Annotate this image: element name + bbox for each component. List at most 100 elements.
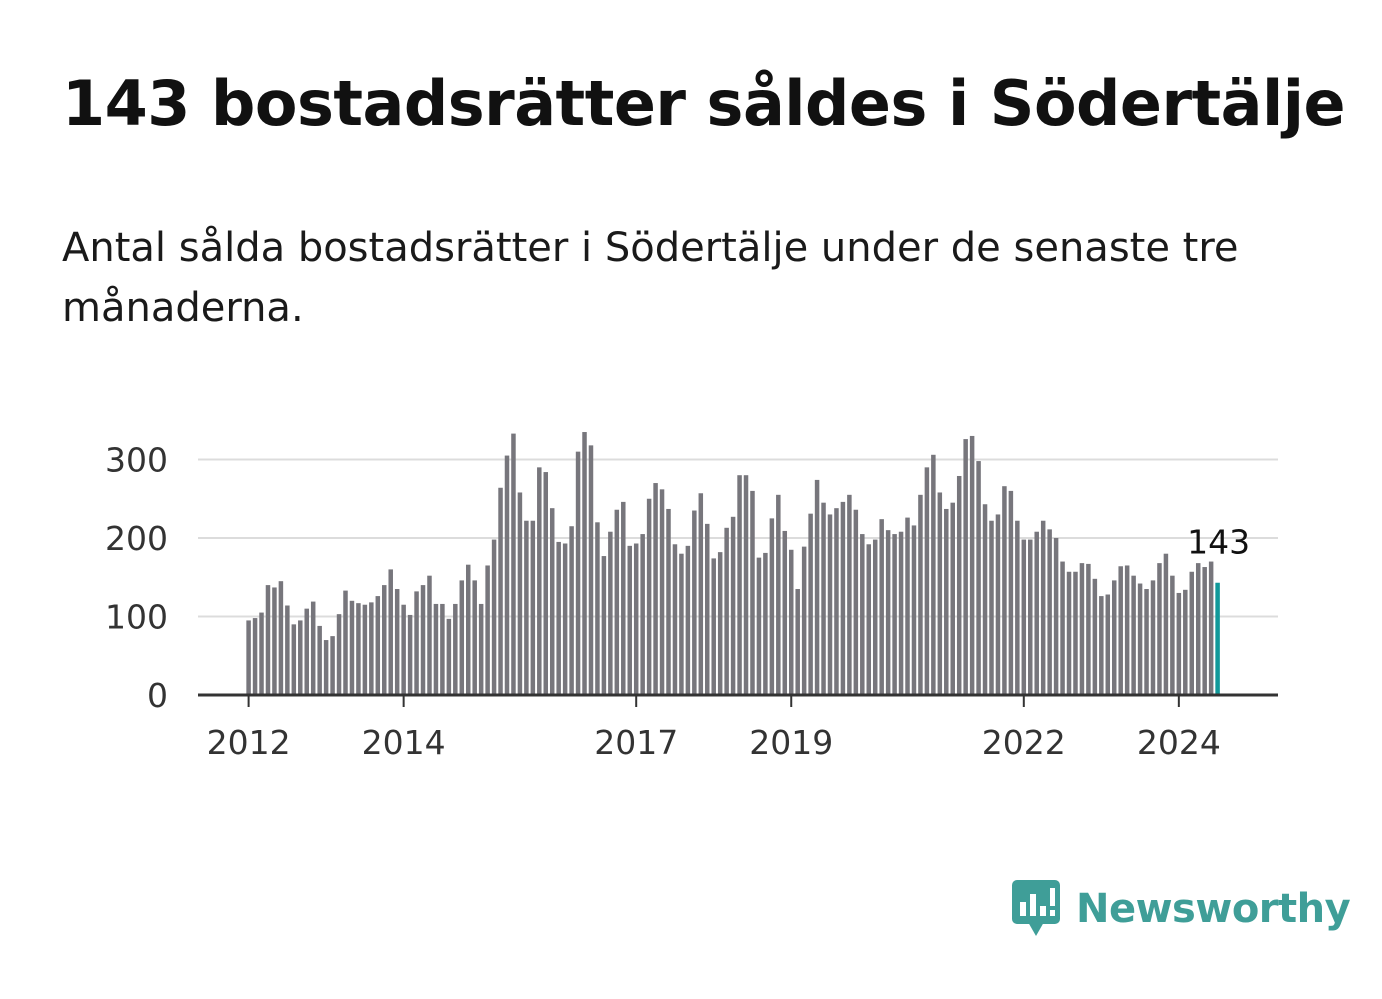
bar — [795, 589, 800, 695]
bar — [614, 509, 620, 695]
bar — [866, 544, 872, 695]
bar — [956, 475, 962, 695]
bar — [543, 472, 549, 695]
bar — [433, 603, 439, 695]
bar — [814, 479, 820, 695]
bar — [304, 608, 309, 695]
bar — [1170, 575, 1175, 695]
bar — [310, 601, 316, 695]
bar — [737, 475, 742, 695]
bar — [1202, 567, 1207, 695]
bar — [782, 530, 788, 695]
bar — [621, 501, 626, 695]
bar — [1002, 486, 1007, 695]
bar — [989, 520, 994, 695]
bar — [808, 513, 813, 695]
bar — [511, 433, 516, 695]
newsworthy-logo-icon — [1012, 880, 1060, 936]
y-tick-label: 300 — [105, 441, 168, 480]
bar — [478, 603, 484, 695]
bar — [801, 546, 807, 695]
x-axis-labels: 2012 2014 2017 2019 2022 2024 — [207, 723, 1221, 762]
bar — [252, 618, 258, 695]
x-axis — [198, 693, 1278, 707]
bar — [491, 539, 497, 695]
bar — [530, 520, 536, 695]
bar — [278, 581, 284, 695]
bar — [924, 467, 930, 695]
bar — [898, 531, 904, 695]
bar — [1092, 578, 1098, 695]
x-tick-label: 2022 — [982, 723, 1066, 762]
bar — [569, 526, 574, 695]
bar — [763, 552, 768, 695]
y-tick-label: 100 — [105, 598, 168, 637]
bar — [1124, 565, 1130, 695]
brand-name: Newsworthy — [1076, 886, 1351, 932]
bar — [485, 565, 490, 695]
bar — [1053, 538, 1059, 695]
bar — [982, 504, 988, 695]
bar — [847, 494, 852, 695]
bar — [698, 493, 704, 695]
bar — [472, 580, 477, 695]
y-tick-label: 200 — [105, 519, 168, 558]
bar — [724, 527, 729, 695]
chart-title: 143 bostadsrätter såldes i Södertälje — [62, 67, 1346, 140]
bar — [1060, 561, 1065, 695]
bar — [1066, 571, 1072, 695]
bar — [918, 494, 923, 695]
bar — [414, 591, 419, 695]
bar — [608, 531, 613, 695]
bar — [1105, 594, 1111, 695]
bar — [1150, 580, 1156, 695]
bar — [375, 596, 381, 695]
bar — [672, 544, 678, 695]
bar — [446, 618, 452, 695]
bar — [885, 530, 891, 695]
bar — [1073, 571, 1078, 695]
bar — [582, 432, 587, 695]
bar — [1183, 589, 1188, 695]
bar — [692, 510, 697, 695]
y-axis-labels: 0 100 200 300 — [105, 441, 168, 716]
bar — [1008, 490, 1014, 695]
bar — [776, 494, 781, 695]
bar — [285, 605, 290, 695]
bar — [879, 519, 884, 695]
bar — [246, 620, 251, 695]
bar — [323, 640, 329, 695]
bar — [711, 558, 716, 695]
bar — [298, 620, 303, 695]
bar — [1028, 539, 1033, 695]
bar — [1040, 520, 1046, 695]
bar — [646, 498, 652, 695]
bar — [905, 517, 910, 695]
bar — [465, 564, 471, 695]
bar — [950, 502, 955, 695]
bar — [407, 614, 413, 695]
bar — [259, 612, 264, 695]
bar — [827, 514, 833, 695]
highlight-value-label: 143 — [1187, 523, 1250, 562]
bar — [317, 625, 322, 695]
bar — [653, 483, 658, 695]
x-tick-label: 2012 — [207, 723, 291, 762]
bar — [427, 575, 432, 695]
bar — [575, 451, 581, 695]
x-tick-label: 2014 — [362, 723, 446, 762]
bar — [853, 509, 859, 695]
bar — [1189, 571, 1195, 695]
bar — [440, 603, 445, 695]
annotations: 143 — [1187, 523, 1250, 562]
newsworthy-logo: Newsworthy — [1010, 878, 1351, 940]
bar — [969, 435, 975, 695]
bar — [627, 545, 632, 695]
x-tick-label: 2017 — [594, 723, 678, 762]
bar — [1034, 531, 1039, 695]
bar — [1195, 563, 1201, 695]
bar — [944, 508, 949, 695]
bar — [601, 556, 607, 695]
bar — [1099, 596, 1104, 695]
bar — [549, 508, 555, 695]
